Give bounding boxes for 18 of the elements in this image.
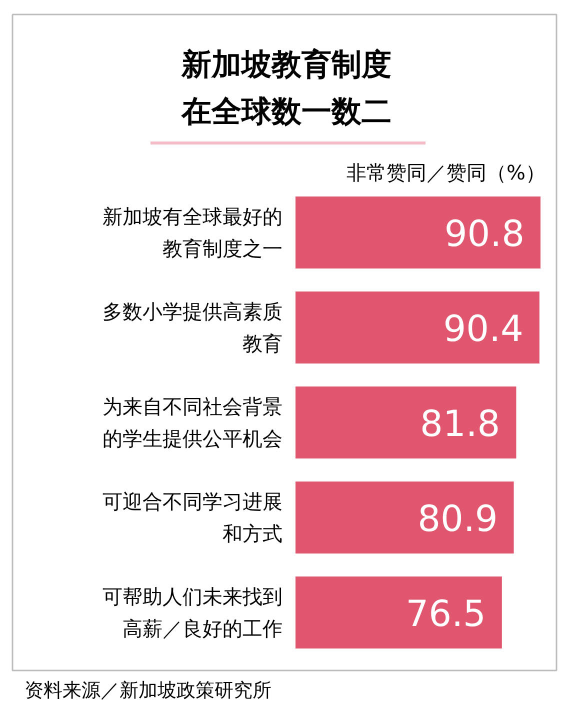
- chart-subtitle: 非常赞同／赞同（%）: [346, 160, 546, 184]
- bar: [296, 482, 514, 554]
- y-tick-label: 为来自不同社会背景的学生提供公平机会: [102, 394, 282, 451]
- data-label: 90.8: [444, 214, 524, 255]
- bar: [296, 576, 502, 648]
- bar: [296, 292, 540, 364]
- y-tick-label: 多数小学提供高素质教育: [102, 299, 282, 356]
- data-label: 76.5: [406, 594, 486, 635]
- y-tick-label: 可迎合不同学习进展和方式: [102, 489, 282, 546]
- y-tick-label: 可帮助人们未来找到高薪／良好的工作: [102, 584, 282, 641]
- text: 资料来源／新加坡政策研究所: [24, 680, 272, 702]
- data-label: 81.8: [420, 404, 500, 445]
- data-label: 90.4: [443, 309, 524, 350]
- chart-title: 新加坡教育制度在全球数一数二: [180, 47, 392, 130]
- y-tick-label: 新加坡有全球最好的教育制度之一: [102, 204, 282, 261]
- bar: [296, 386, 516, 458]
- bar: [296, 196, 540, 268]
- data-label: 80.9: [418, 499, 498, 540]
